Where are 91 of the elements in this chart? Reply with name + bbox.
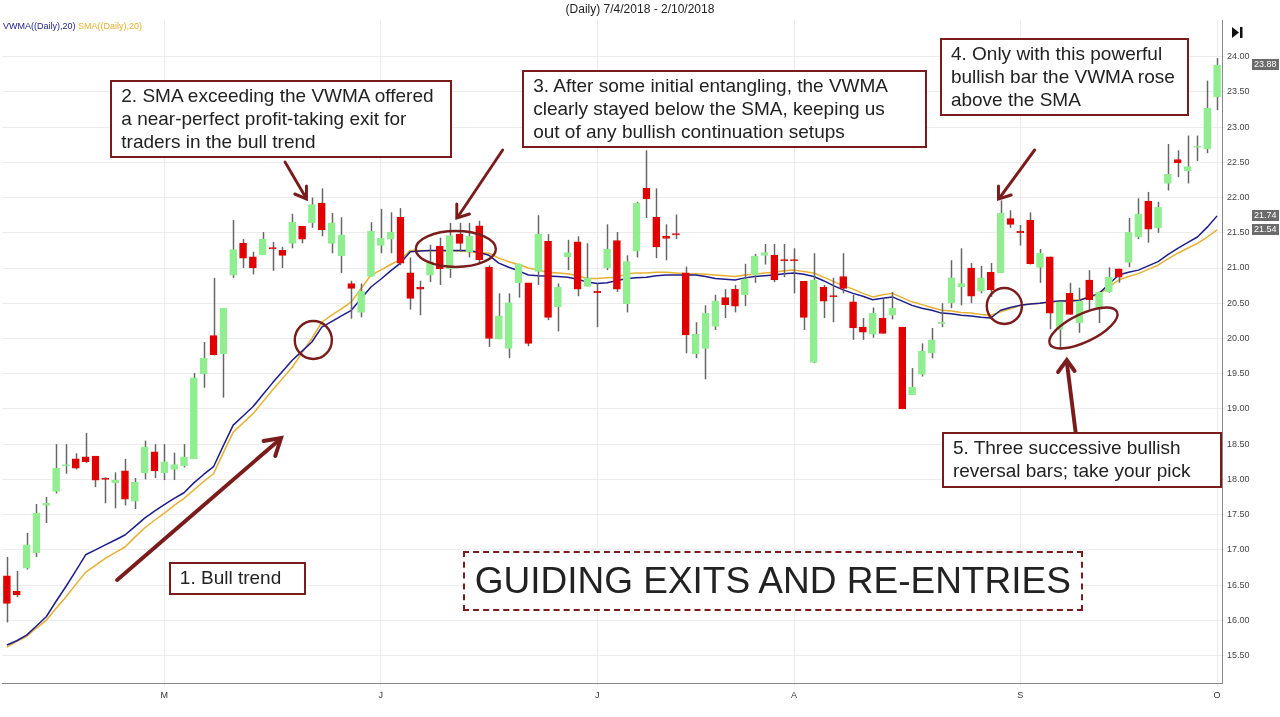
candlestick [278,246,287,269]
y-tick-label: 24.00 [1227,51,1250,62]
candlestick [180,443,188,469]
candlestick [347,279,356,320]
candlestick [760,243,769,266]
candlestick [603,223,611,271]
candlestick [101,476,110,505]
candlestick [170,451,179,481]
text: VWMA((Daily),20) [3,21,76,31]
candlestick [918,342,926,378]
candlestick [1154,201,1162,234]
annotation: 4. Only with this powerful bullish bar the VWMA rose above the SMA [939,38,1189,117]
candlestick [52,443,60,495]
x-tick-label: S [1017,689,1024,700]
candlestick [731,284,739,314]
y-tick-label: 23.50 [1227,86,1250,97]
candlestick [662,223,670,262]
candlestick [62,443,70,475]
y-tick-label: 16.00 [1227,614,1250,625]
candlestick [986,262,995,298]
candlestick [790,247,798,295]
y-tick-label: 18.00 [1227,473,1250,484]
candlestick [780,243,789,278]
candlestick [888,291,897,321]
candlestick [839,252,848,295]
y-tick-label: 21.00 [1227,262,1250,273]
x-tick-label: J [378,689,384,700]
candlestick [672,213,680,240]
annotation: GUIDING EXITS AND RE-ENTRIES [462,551,1083,612]
y-tick-label: 23.00 [1227,121,1250,132]
candlestick [495,292,503,340]
candlestick [1095,291,1103,324]
candlestick [1173,149,1182,178]
candlestick [1193,134,1202,162]
candlestick [199,341,208,389]
candlestick [721,288,729,319]
candlestick [514,263,523,299]
text: 23.88 [1252,59,1279,70]
y-tick-label: 22.50 [1227,156,1250,167]
candlestick [1164,143,1172,192]
candlestick [1036,248,1044,284]
candlestick [376,208,385,254]
x-tick-label: J [594,689,600,700]
candlestick [1085,269,1094,311]
text: 21.74 [1252,210,1279,221]
y-tick-label: 19.50 [1227,368,1250,379]
candlestick [740,263,749,307]
y-tick-label: 22.00 [1227,192,1250,203]
candlestick [12,570,21,598]
y-tick-label: 19.00 [1227,403,1250,414]
candlestick [868,306,877,339]
candlestick [209,277,218,357]
candlestick [554,282,562,333]
annotation: 2. SMA exceeding the VWMA offered a near-perfect profit-taking exit for traders in the bull trend [110,80,453,159]
candlestick [435,236,444,286]
y-tick-label: 17.50 [1227,509,1250,520]
candlestick [249,251,257,276]
x-tick-label: M [160,689,169,700]
y-tick-label: 21.50 [1227,227,1250,238]
candlestick [239,238,247,269]
annotation: 3. After some initial entangling, the VWMA clearly stayed below the SMA, keeping us out of any bullish continuation setups [522,70,928,149]
candlestick [130,477,139,510]
candlestick [308,196,316,229]
text: SMA((Daily),20) [78,21,143,31]
x-tick-label: O [1213,689,1221,700]
annotation: 1. Bull trend [168,562,306,595]
annotation: 5. Three successive bullish reversal bars; take your pick [941,432,1222,488]
candlestick [977,265,985,295]
candlestick [563,239,572,271]
candlestick [258,231,267,256]
y-tick-label: 17.00 [1227,544,1250,555]
y-tick-label: 16.50 [1227,579,1250,590]
candlestick [1183,134,1192,185]
chart-title: (Daily) 7/4/2018 - 2/10/2018 [564,2,716,16]
candlestick [455,222,464,253]
candlestick [927,327,936,359]
y-tick-label: 20.00 [1227,332,1250,343]
candlestick [268,241,277,272]
y-tick-label: 15.50 [1227,650,1250,661]
x-tick-label: A [791,689,798,700]
candlestick [859,317,867,341]
candlestick [908,367,916,396]
candlestick [1105,266,1113,294]
candlestick [357,282,365,319]
candlestick [957,247,966,307]
y-tick-label: 18.50 [1227,438,1250,449]
candlestick [42,496,51,524]
candlestick [829,277,838,324]
text: 21.54 [1252,224,1279,235]
candlestick [288,213,297,250]
y-tick-label: 20.50 [1227,297,1250,308]
